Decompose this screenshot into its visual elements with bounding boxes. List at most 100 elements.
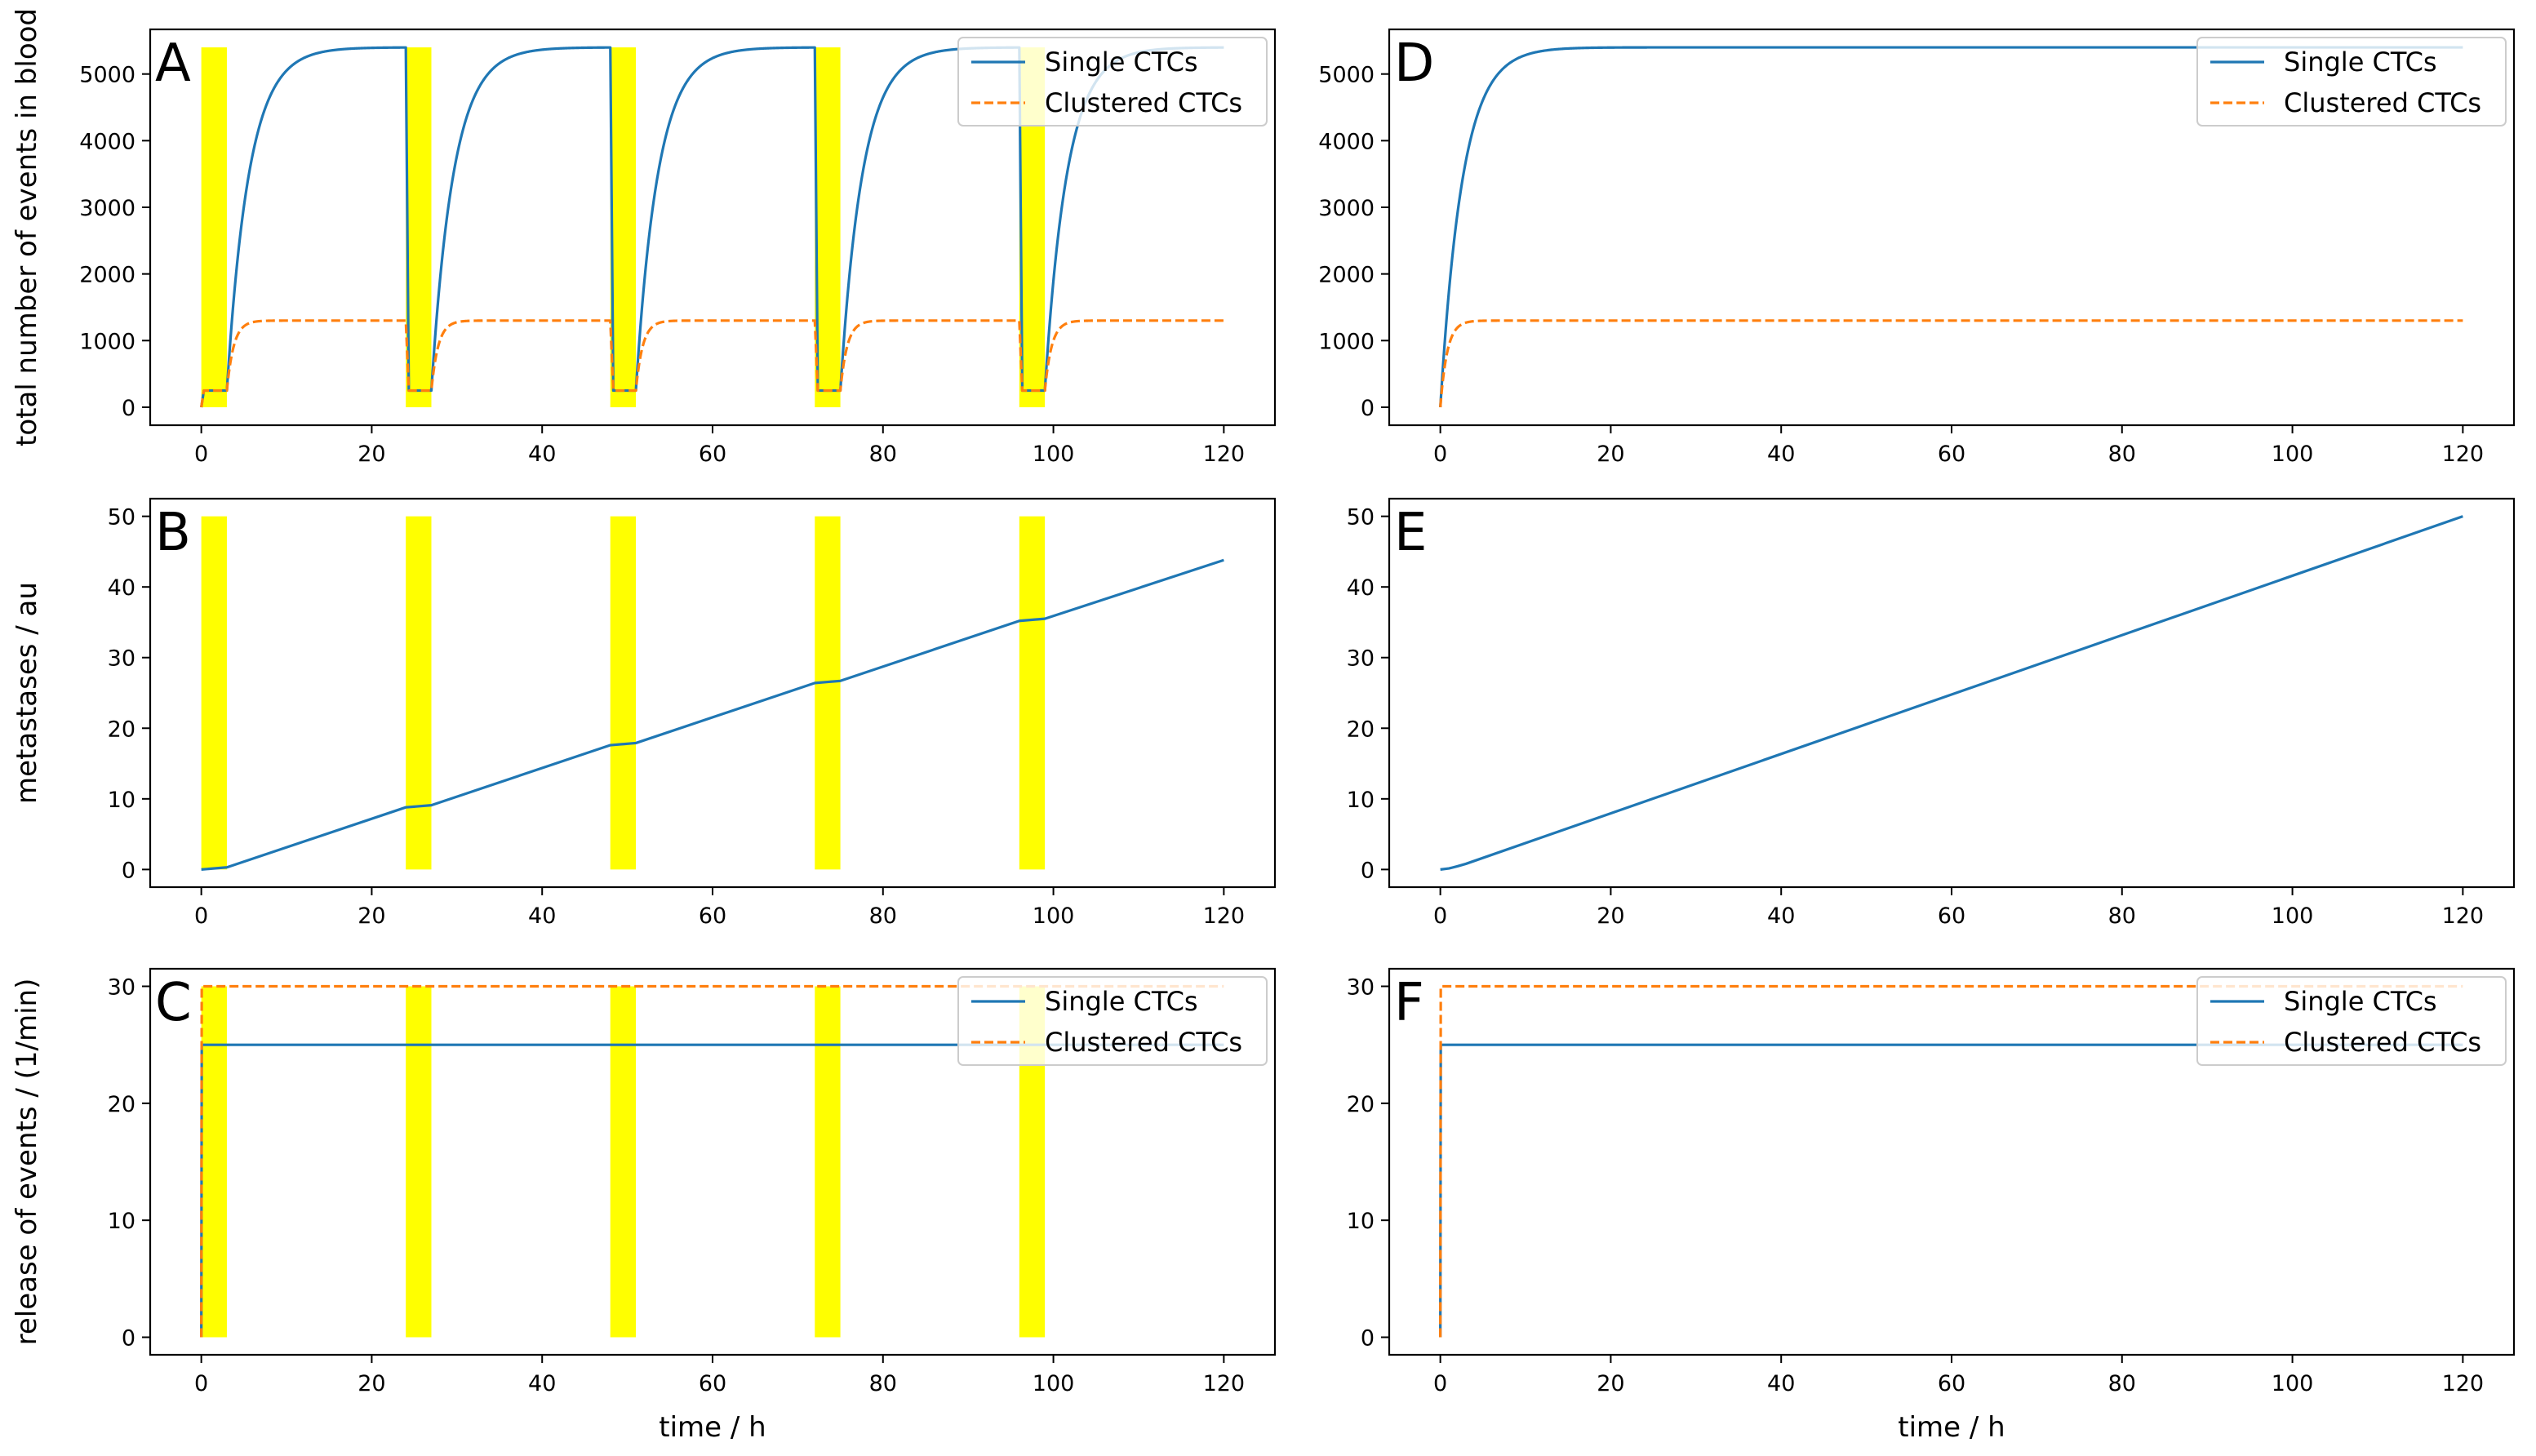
y-tick-label: 10 [108, 788, 135, 813]
x-tick-label: 120 [1203, 1371, 1246, 1396]
x-tick-label: 40 [528, 442, 556, 467]
y-tick-label: 30 [108, 646, 135, 672]
x-tick-label: 40 [1767, 903, 1795, 929]
legend-entry: Clustered CTCs [2284, 1027, 2481, 1058]
y-tick-label: 2000 [1318, 263, 1375, 288]
legend-box [2196, 37, 2507, 127]
x-axis-label: time / h [1898, 1411, 2005, 1444]
legend: Single CTCs Clustered CTCs [957, 37, 1268, 127]
legend-entry: Single CTCs [1045, 986, 1198, 1017]
x-tick-label: 100 [2272, 442, 2314, 467]
panel-a: 0 20 40 60 80 100 120 0 1000 2000 3000 4000 5000 Atot… [11, 8, 1277, 467]
panel-e: 0 20 40 60 80 100 120 0 10 20 30 40 50 E [1347, 497, 2516, 929]
y-tick-label: 3000 [1318, 196, 1375, 221]
x-tick-label: 80 [869, 442, 897, 467]
x-tick-label: 120 [1203, 442, 1246, 467]
y-tick-label: 20 [1347, 1092, 1375, 1117]
x-tick-label: 60 [699, 442, 726, 467]
x-axis-label: time / h [659, 1411, 766, 1444]
treatment-window-3 [815, 516, 841, 870]
series-line-clustered-ctcs-a [200, 319, 1225, 408]
x-tick-label: 60 [1938, 442, 1965, 467]
y-tick-label: 5000 [79, 63, 135, 88]
x-tick-label: 40 [528, 903, 556, 929]
legend-entry: Single CTCs [1045, 47, 1198, 78]
x-tick-label: 60 [1938, 903, 1965, 929]
treatment-window-3 [815, 47, 841, 407]
panel-letter: F [1394, 973, 1424, 1033]
y-tick-label: 0 [122, 1326, 135, 1352]
y-tick-label: 30 [1347, 975, 1375, 1001]
y-tick-label: 10 [1347, 1209, 1375, 1234]
x-tick-label: 120 [1203, 903, 1246, 929]
legend: Single CTCs Clustered CTCs [2196, 976, 2507, 1066]
x-tick-label: 120 [2442, 903, 2485, 929]
panel-letter: E [1394, 503, 1427, 563]
treatment-window-0 [201, 516, 227, 870]
y-axis-label: release of events / (1/min) [11, 979, 43, 1346]
panel-d: 0 20 40 60 80 100 120 0 1000 2000 3000 4000 5000 D Sin… [1318, 28, 2516, 467]
legend: Single CTCs Clustered CTCs [957, 976, 1268, 1066]
series-line-single-ctcs-a [200, 46, 1225, 408]
x-tick-label: 60 [699, 1371, 726, 1396]
x-tick-label: 20 [358, 903, 385, 929]
y-tick-label: 40 [1347, 575, 1375, 601]
y-tick-label: 20 [1347, 717, 1375, 742]
y-tick-label: 4000 [1318, 129, 1375, 154]
x-tick-label: 20 [1597, 903, 1624, 929]
x-tick-label: 0 [194, 1371, 208, 1396]
y-tick-label: 40 [108, 575, 135, 601]
y-tick-label: 10 [108, 1209, 135, 1234]
treatment-window-4 [1019, 516, 1046, 870]
x-tick-label: 40 [528, 1371, 556, 1396]
x-tick-label: 100 [2272, 1371, 2314, 1396]
y-axis-label: metastases / au [11, 582, 43, 804]
treatment-window-2 [610, 47, 637, 407]
treatment-window-3 [815, 986, 841, 1338]
y-tick-label: 0 [1361, 858, 1375, 883]
x-tick-label: 40 [1767, 1371, 1795, 1396]
legend-box [957, 976, 1268, 1066]
x-tick-label: 100 [1033, 442, 1075, 467]
y-tick-label: 0 [1361, 1326, 1375, 1352]
y-tick-label: 0 [122, 858, 135, 883]
x-tick-label: 80 [869, 903, 897, 929]
y-tick-label: 0 [1361, 396, 1375, 421]
treatment-window-1 [406, 47, 432, 407]
legend: Single CTCs Clustered CTCs [2196, 37, 2507, 127]
y-tick-label: 3000 [79, 196, 135, 221]
treatment-window-0 [201, 47, 227, 407]
series-line-metastases-b [201, 558, 1224, 871]
series-line-single-ctcs-c [200, 1043, 1224, 1338]
series-line-clustered-ctcs-f [1439, 984, 2463, 1338]
panel-letter: C [155, 973, 192, 1033]
y-tick-label: 30 [1347, 646, 1375, 672]
y-tick-label: 1000 [79, 329, 135, 354]
x-tick-label: 0 [1433, 903, 1447, 929]
series-line-clustered-ctcs-c [200, 984, 1224, 1338]
series-line-metastases-e [1440, 515, 2463, 871]
x-tick-label: 0 [1433, 1371, 1447, 1396]
legend-entry: Single CTCs [2284, 47, 2437, 78]
y-tick-label: 10 [1347, 788, 1375, 813]
x-tick-label: 60 [699, 903, 726, 929]
y-tick-label: 1000 [1318, 329, 1375, 354]
x-tick-label: 20 [1597, 442, 1624, 467]
panel-letter: D [1394, 33, 1434, 94]
x-tick-label: 120 [2442, 1371, 2485, 1396]
y-tick-label: 2000 [79, 263, 135, 288]
series-line-clustered-ctcs-d [1439, 319, 2463, 408]
legend-box [2196, 976, 2507, 1066]
x-tick-label: 80 [2108, 1371, 2136, 1396]
treatment-window-1 [406, 516, 432, 870]
y-tick-label: 5000 [1318, 63, 1375, 88]
x-tick-label: 40 [1767, 442, 1795, 467]
x-tick-label: 20 [358, 442, 385, 467]
legend-entry: Clustered CTCs [1045, 87, 1242, 118]
axes-frame [149, 497, 1277, 889]
legend-entry: Single CTCs [2284, 986, 2437, 1017]
y-tick-label: 20 [108, 717, 135, 742]
